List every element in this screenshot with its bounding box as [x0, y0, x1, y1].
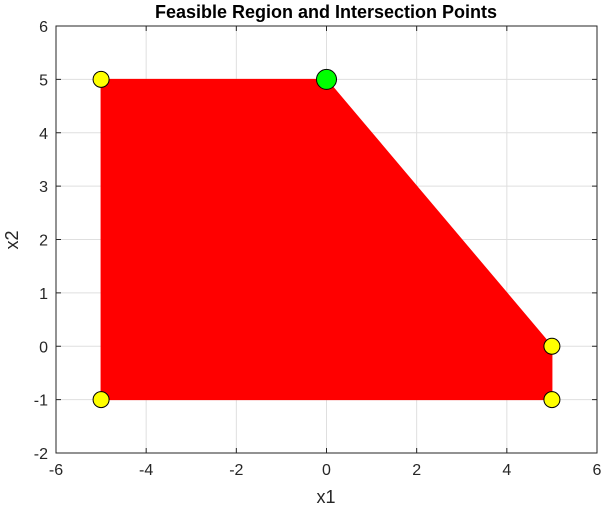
x-tick-label: -6: [49, 462, 63, 479]
x-tick-label: 2: [412, 462, 421, 479]
x-tick-label: -4: [139, 462, 153, 479]
y-tick-label: 2: [39, 233, 48, 250]
intersection-point: [92, 70, 110, 88]
y-tick-label: -1: [34, 393, 48, 410]
chart-title: Feasible Region and Intersection Points: [155, 2, 497, 22]
y-tick-label: 0: [39, 339, 48, 356]
x-axis-label: x1: [316, 487, 335, 507]
x-tick-label: 6: [593, 462, 602, 479]
intersection-point: [543, 391, 561, 409]
ticks-layer: -6 -4 -2 0 2 4 6 -2 -1 0 1 2 3 4 5 6: [34, 19, 602, 479]
y-tick-label: 5: [39, 72, 48, 89]
y-tick-label: 1: [39, 286, 48, 303]
feasible-region: [100, 78, 553, 401]
x-tick-label: 4: [502, 462, 511, 479]
x-tick-label: -2: [229, 462, 243, 479]
optimal-point: [316, 68, 337, 90]
intersection-point: [543, 337, 561, 355]
y-tick-label: 6: [39, 19, 48, 36]
y-tick-label: -2: [34, 446, 48, 463]
points-layer: [92, 68, 561, 409]
intersection-point: [92, 391, 110, 409]
y-tick-label: 3: [39, 179, 48, 196]
y-axis-label: x2: [2, 230, 22, 249]
feasible-region-layer: [100, 78, 553, 401]
x-tick-label: 0: [322, 462, 331, 479]
y-tick-label: 4: [39, 126, 48, 143]
